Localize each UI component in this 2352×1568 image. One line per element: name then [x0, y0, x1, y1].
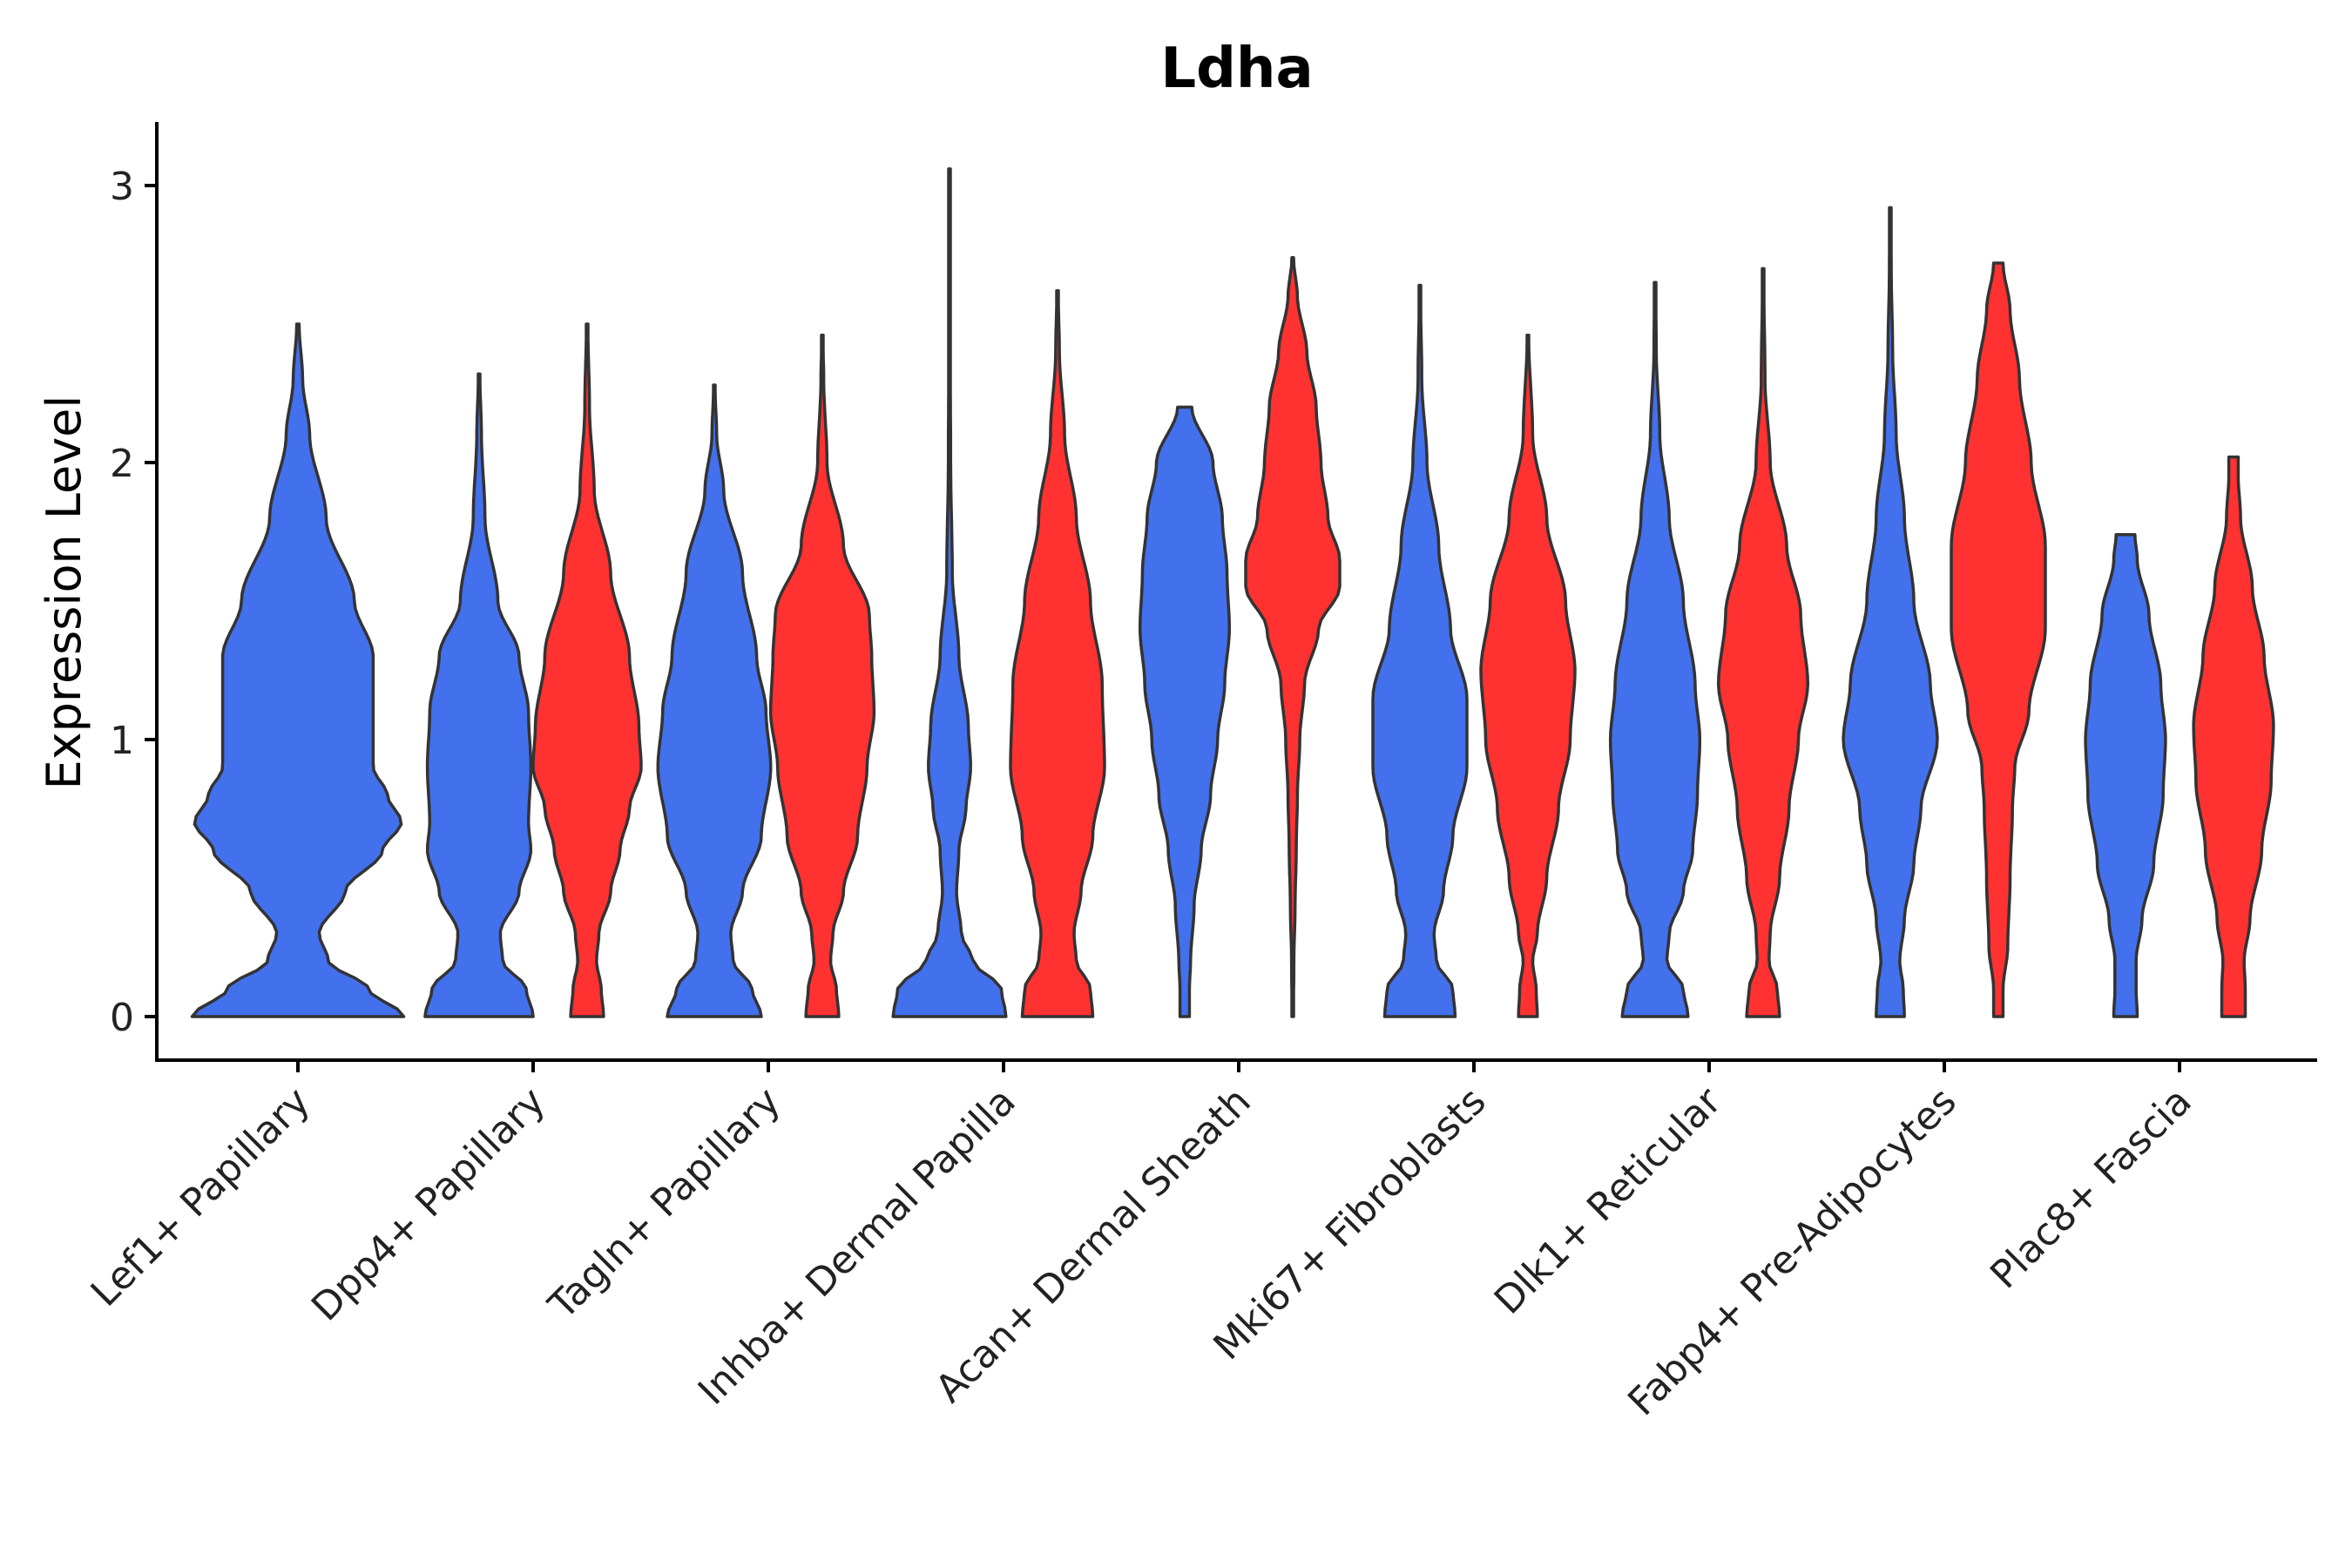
violin-group1-3	[656, 383, 773, 1018]
violin-group2-6	[1009, 289, 1106, 1018]
y-axis-label: Expression Level	[37, 395, 91, 790]
x-tick-label: Dlk1+ Reticular	[1486, 1078, 1731, 1323]
violins-layer	[190, 167, 2275, 1018]
y-tick-label: 0	[110, 996, 134, 1040]
violin-group1-13	[1842, 206, 1939, 1018]
violin-group2-16	[2192, 455, 2275, 1018]
x-tick-label: Lef1+ Papillary	[83, 1079, 319, 1315]
x-tick-label: Dpp4+ Papillary	[303, 1079, 554, 1330]
violin-group2-14	[1950, 261, 2047, 1018]
chart-title: Ldha	[1160, 37, 1313, 101]
y-tick-label: 1	[110, 719, 134, 763]
violin-group2-4	[768, 333, 876, 1018]
x-tick-label: Tagln+ Papillary	[540, 1079, 789, 1328]
x-tick-label: Mki67+ Fibroblasts	[1205, 1079, 1494, 1369]
violin-group2-12	[1716, 267, 1810, 1018]
violin-group2-2	[531, 322, 643, 1018]
y-tick-label: 2	[110, 442, 134, 486]
violin-group1-7	[1138, 405, 1232, 1018]
violin-group1-9	[1371, 283, 1469, 1018]
violin-group1-1	[423, 372, 535, 1018]
violin-group2-8	[1244, 255, 1342, 1018]
violin-group1-0	[190, 322, 406, 1018]
violin-group1-15	[2084, 532, 2167, 1018]
violin-group1-11	[1608, 280, 1702, 1018]
x-tick-label: Plac8+ Fascia	[1982, 1079, 2200, 1298]
violin-group1-5	[891, 167, 1008, 1018]
y-tick-label: 3	[110, 165, 134, 209]
violin-group2-10	[1479, 333, 1577, 1018]
